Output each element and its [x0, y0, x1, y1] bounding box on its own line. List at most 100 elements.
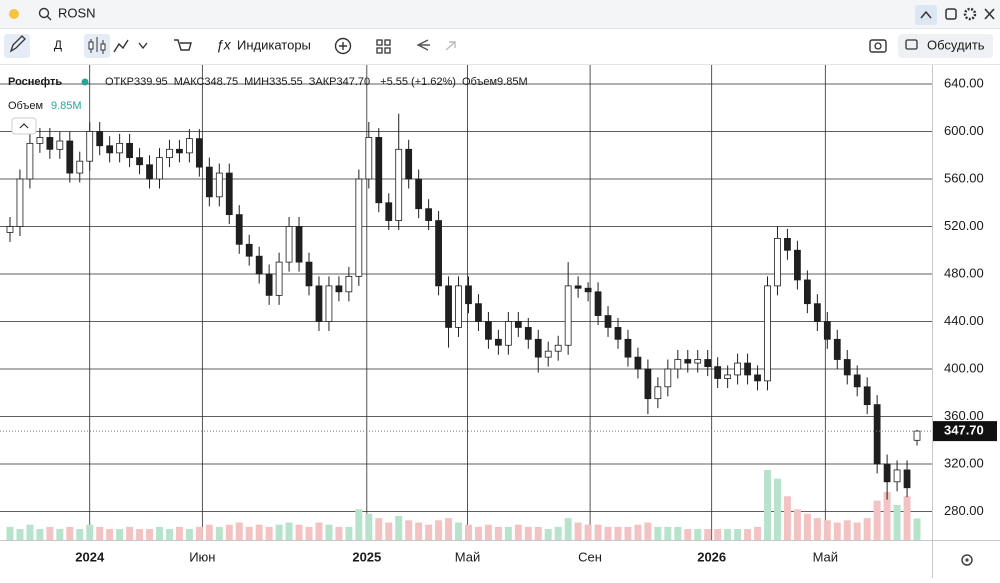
- volume-bar: [823, 520, 831, 540]
- close-button[interactable]: [984, 8, 995, 20]
- volume-bar: [415, 522, 423, 540]
- candle-body: [823, 321, 831, 340]
- volume-bar: [116, 529, 124, 540]
- volume-bar: [484, 524, 492, 540]
- draw-button[interactable]: [4, 34, 30, 58]
- y-tick-label: 280.00: [944, 503, 984, 518]
- candle-body: [784, 237, 791, 251]
- volume-bar: [425, 524, 433, 540]
- legend-item: 9.85M: [497, 76, 528, 88]
- interval-button[interactable]: Д: [54, 38, 62, 52]
- candle-body: [265, 273, 273, 296]
- candle-body: [634, 356, 642, 370]
- volume-bar: [474, 526, 482, 540]
- candle-body: [315, 285, 323, 322]
- maximize-button[interactable]: [945, 8, 957, 20]
- collapse-legend-button[interactable]: [11, 117, 37, 135]
- candle-body: [794, 249, 801, 281]
- search-text[interactable]: ROSN: [58, 5, 96, 20]
- candle-body: [664, 368, 672, 388]
- collapse-button[interactable]: [915, 5, 937, 25]
- volume-bar: [734, 529, 742, 540]
- y-tick-label: 400.00: [944, 360, 984, 375]
- legend-item: 347.70: [336, 76, 370, 88]
- volume-bar: [803, 513, 811, 540]
- redo-button[interactable]: [445, 41, 456, 51]
- volume-bar: [504, 526, 512, 540]
- volume-bar: [544, 529, 552, 540]
- candle-body: [524, 327, 532, 340]
- candle-body: [734, 362, 741, 376]
- candle-body: [514, 321, 522, 328]
- candle-body: [485, 321, 492, 340]
- axis-settings-icon: [965, 558, 969, 562]
- volume-bar: [225, 524, 233, 540]
- volume-bar: [714, 529, 722, 540]
- legend-item: 335.55: [269, 76, 303, 88]
- volume-bar: [574, 522, 582, 540]
- volume-bar: [464, 524, 472, 540]
- add-icon: [339, 42, 347, 50]
- settings-button[interactable]: [963, 7, 977, 21]
- top-bar: [0, 0, 1000, 28]
- volume-bar: [873, 500, 881, 540]
- volume-bar: [903, 496, 911, 540]
- chart-type-dropdown[interactable]: [138, 42, 148, 50]
- indicators-button[interactable]: Индикаторы: [237, 37, 311, 52]
- volume-bar: [664, 526, 672, 540]
- candle-body: [375, 137, 383, 204]
- volume-bar: [156, 526, 163, 540]
- candle-body: [554, 344, 562, 352]
- candle-body: [86, 131, 94, 162]
- candle-body: [654, 386, 662, 400]
- screenshot-button[interactable]: [869, 39, 887, 53]
- candle-body: [365, 137, 373, 180]
- axis-settings-button[interactable]: [961, 554, 973, 566]
- x-tick-label: 2024: [75, 549, 105, 564]
- candle-body: [136, 157, 143, 166]
- discuss-label[interactable]: Обсудить: [927, 37, 985, 52]
- volume-title: Объем: [8, 100, 43, 112]
- candle-body: [465, 285, 472, 305]
- candle-body: [195, 138, 203, 168]
- volume-bar: [594, 524, 602, 540]
- candle-body: [205, 166, 213, 198]
- volume-bar: [335, 526, 343, 540]
- volume-bar: [16, 529, 24, 540]
- volume-bar: [165, 529, 173, 540]
- volume-bar: [96, 526, 104, 540]
- volume-bar: [195, 526, 203, 540]
- volume-bar: [455, 522, 463, 540]
- candle-body: [574, 285, 582, 289]
- volume-bar: [66, 526, 74, 540]
- volume-bar: [355, 509, 363, 540]
- volume-bar: [86, 524, 94, 540]
- candle-body: [355, 178, 363, 277]
- volume-bar: [604, 526, 612, 540]
- volume-bar: [853, 522, 861, 540]
- volume-bar: [175, 526, 183, 540]
- candle-body: [475, 303, 482, 322]
- layout-button[interactable]: [376, 39, 391, 54]
- candle-body: [305, 261, 313, 287]
- volume-bar: [863, 518, 871, 540]
- cart-button[interactable]: [174, 39, 192, 51]
- candle-body: [494, 338, 502, 346]
- volume-bar: [654, 526, 662, 540]
- add-button[interactable]: [334, 37, 352, 55]
- window-dot: [9, 9, 19, 19]
- y-tick-label: 320.00: [944, 455, 984, 470]
- volume-bar: [883, 491, 891, 540]
- discuss-button[interactable]: [898, 34, 993, 58]
- line-chart-button[interactable]: [113, 39, 129, 53]
- candle-body: [853, 374, 861, 388]
- search-icon[interactable]: [38, 7, 50, 19]
- candle-body: [156, 157, 163, 180]
- volume-bar: [913, 518, 921, 540]
- undo-button[interactable]: [416, 39, 430, 51]
- volume-bar: [56, 529, 64, 540]
- candle-body: [275, 261, 283, 296]
- indicators-icon[interactable]: ƒx: [216, 37, 232, 53]
- legend-item: 339.95: [134, 76, 168, 88]
